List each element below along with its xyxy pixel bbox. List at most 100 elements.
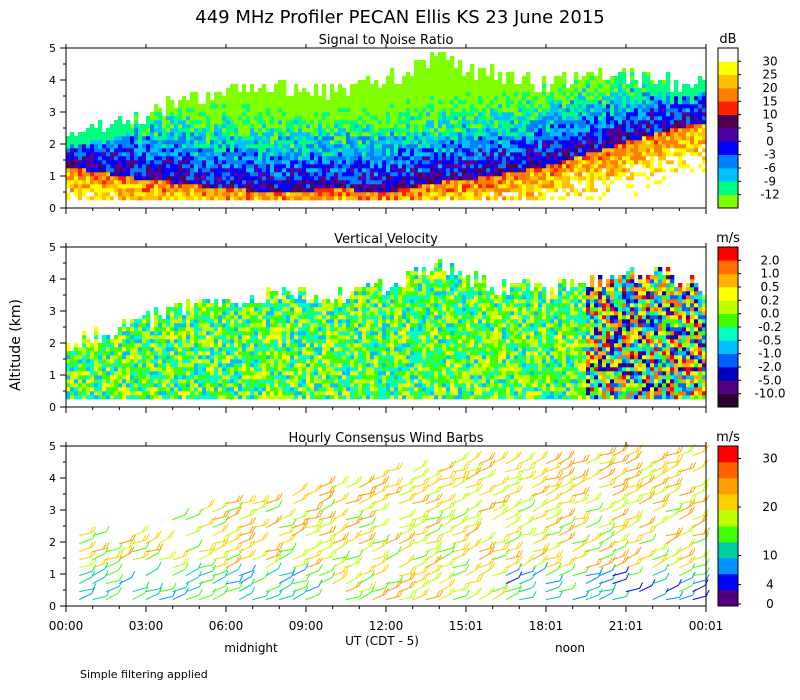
- data-cell: [542, 164, 547, 169]
- data-cell: [438, 88, 443, 93]
- data-cell: [674, 156, 679, 161]
- data-cell: [654, 108, 659, 113]
- data-cell: [382, 168, 387, 173]
- data-cell: [310, 148, 315, 153]
- data-cell: [458, 164, 463, 169]
- data-cell: [218, 104, 223, 109]
- data-cell: [462, 88, 467, 93]
- data-cell: [210, 140, 215, 145]
- data-cell: [254, 108, 259, 113]
- data-cell: [314, 84, 319, 89]
- data-cell: [658, 180, 663, 185]
- data-cell: [470, 120, 475, 125]
- data-cell: [262, 168, 267, 173]
- data-cell: [574, 128, 579, 133]
- data-cell: [94, 184, 99, 189]
- data-cell: [74, 196, 79, 201]
- data-cell: [154, 176, 159, 181]
- data-cell: [66, 136, 71, 141]
- data-cell: [198, 184, 203, 189]
- data-cell: [562, 96, 567, 101]
- data-cell: [410, 84, 415, 89]
- data-cell: [210, 176, 215, 181]
- plot-area: [66, 52, 707, 201]
- data-cell: [310, 116, 315, 121]
- data-cell: [86, 383, 91, 388]
- data-cell: [582, 76, 587, 81]
- data-cell: [270, 100, 275, 105]
- data-cell: [534, 148, 539, 153]
- data-cell: [398, 120, 403, 125]
- data-cell: [534, 92, 539, 97]
- data-cell: [246, 92, 251, 97]
- data-cell: [146, 172, 151, 177]
- data-cell: [178, 128, 183, 133]
- data-cell: [110, 144, 115, 149]
- data-cell: [630, 152, 635, 157]
- data-cell: [386, 188, 391, 193]
- data-cell: [370, 100, 375, 105]
- data-cell: [266, 184, 271, 189]
- data-cell: [266, 112, 271, 117]
- data-cell: [346, 196, 351, 201]
- data-cell: [686, 176, 691, 181]
- data-cell: [334, 192, 339, 197]
- y-tick-label: 3: [49, 106, 56, 119]
- data-cell: [414, 168, 419, 173]
- data-cell: [574, 176, 579, 181]
- data-cell: [326, 172, 331, 177]
- data-cell: [170, 152, 175, 157]
- data-cell: [314, 148, 319, 153]
- data-cell: [354, 156, 359, 161]
- data-cell: [406, 196, 411, 201]
- data-cell: [162, 164, 167, 169]
- data-cell: [538, 100, 543, 105]
- data-cell: [210, 168, 215, 173]
- data-cell: [86, 180, 91, 185]
- data-cell: [306, 120, 311, 125]
- data-cell: [498, 156, 503, 161]
- data-cell: [674, 100, 679, 105]
- data-cell: [262, 92, 267, 97]
- data-cell: [406, 184, 411, 189]
- data-cell: [122, 148, 127, 153]
- colorbar-segment: [718, 141, 738, 155]
- data-cell: [446, 176, 451, 181]
- data-cell: [442, 192, 447, 197]
- data-cell: [282, 180, 287, 185]
- data-cell: [194, 172, 199, 177]
- data-cell: [278, 192, 283, 197]
- data-cell: [374, 96, 379, 101]
- data-cell: [686, 104, 691, 109]
- data-cell: [226, 180, 231, 185]
- data-cell: [138, 379, 143, 384]
- data-cell: [614, 152, 619, 157]
- data-cell: [578, 140, 583, 145]
- data-cell: [118, 116, 123, 121]
- data-cell: [482, 156, 487, 161]
- data-cell: [362, 168, 367, 173]
- data-cell: [270, 164, 275, 169]
- data-cell: [518, 88, 523, 93]
- data-cell: [450, 120, 455, 125]
- data-cell: [602, 172, 607, 177]
- data-cell: [578, 112, 583, 117]
- data-cell: [382, 140, 387, 145]
- data-cell: [326, 112, 331, 117]
- data-cell: [74, 188, 79, 193]
- data-cell: [534, 192, 539, 197]
- data-cell: [458, 192, 463, 197]
- data-cell: [658, 156, 663, 161]
- data-cell: [382, 144, 387, 149]
- data-cell: [282, 188, 287, 193]
- data-cell: [618, 96, 623, 101]
- data-cell: [522, 112, 527, 117]
- data-cell: [458, 108, 463, 113]
- data-cell: [82, 148, 87, 153]
- data-cell: [438, 140, 443, 145]
- data-cell: [146, 184, 151, 189]
- data-cell: [610, 92, 615, 97]
- data-cell: [510, 176, 515, 181]
- data-cell: [438, 112, 443, 117]
- data-cell: [306, 108, 311, 113]
